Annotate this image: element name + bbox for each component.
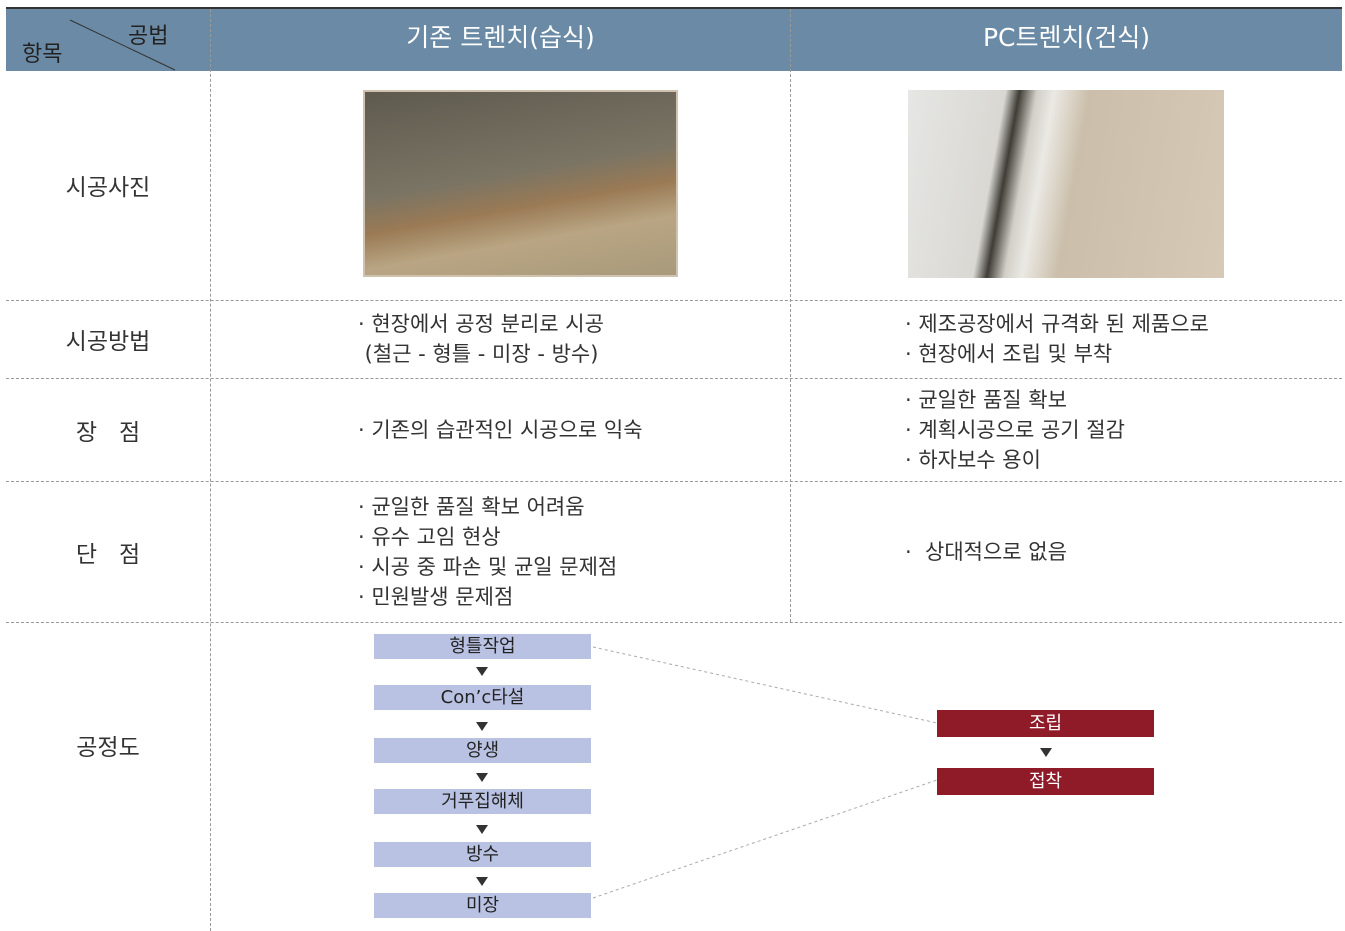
- cell-line: · 상대적으로 없음: [905, 539, 1067, 564]
- process-step: 조립: [937, 710, 1154, 737]
- cell-line: · 유수 고임 현상: [358, 524, 501, 549]
- cell-line: · 균일한 품질 확보: [905, 387, 1067, 412]
- divider: [6, 300, 1342, 301]
- corner-bottom: 항목: [22, 42, 63, 67]
- column-header: 기존 트렌치(습식): [406, 23, 595, 52]
- cell-line: (철근 - 형틀 - 미장 - 방수): [358, 342, 599, 366]
- divider: [6, 378, 1342, 379]
- row-label: 시공방법: [65, 329, 151, 355]
- cell: · 균일한 품질 확보 · 계획시공으로 공기 절감 · 하자보수 용이: [905, 378, 1342, 481]
- divider: [210, 9, 211, 931]
- divider: [6, 481, 1342, 482]
- row-label: 단 점: [75, 541, 141, 568]
- cell-line: · 균일한 품질 확보 어려움: [358, 494, 585, 519]
- cell-line: · 현장에서 공정 분리로 시공: [358, 312, 604, 336]
- corner-diagonal: [69, 19, 176, 71]
- row-label: 장 점: [75, 419, 141, 446]
- cell-line: · 현장에서 조립 및 부착: [905, 342, 1113, 366]
- corner-top: 공법: [128, 24, 169, 49]
- cell-line: · 민원발생 문제점: [358, 584, 514, 609]
- arrows: [476, 667, 1052, 886]
- cell: · 현장에서 공정 분리로 시공 (철근 - 형틀 - 미장 - 방수): [358, 300, 788, 378]
- photo-dry: [908, 90, 1224, 278]
- process-step: 형틀작업: [374, 634, 591, 659]
- column-header: PC트렌치(건식): [982, 23, 1151, 52]
- cell: · 균일한 품질 확보 어려움 · 유수 고임 현상 · 시공 중 파손 및 균일 …: [358, 481, 788, 622]
- connector: [592, 779, 938, 899]
- divider: [790, 9, 791, 622]
- process-step: 방수: [374, 842, 591, 867]
- cell-line: · 제조공장에서 규격화 된 제품으로: [905, 312, 1209, 336]
- process-step: 접착: [937, 768, 1154, 795]
- cell: · 기존의 습관적인 시공으로 익숙: [358, 378, 788, 481]
- process-step: 거푸집해체: [374, 789, 591, 814]
- connector: [592, 646, 938, 724]
- process-step: 양생: [374, 738, 591, 763]
- cell-line: · 하자보수 용이: [905, 447, 1041, 472]
- divider: [6, 622, 1342, 623]
- cell: · 제조공장에서 규격화 된 제품으로 · 현장에서 조립 및 부착: [905, 300, 1342, 378]
- cell-line: · 시공 중 파손 및 균일 문제점: [358, 554, 618, 579]
- photo-wet: [363, 90, 678, 277]
- header-bar: [6, 7, 1342, 71]
- cell-line: · 계획시공으로 공기 절감: [905, 417, 1125, 442]
- process-step: 미장: [374, 893, 591, 918]
- process-step: Con’c타설: [374, 685, 591, 710]
- row-label: 공정도: [76, 735, 140, 761]
- cell: · 상대적으로 없음: [905, 481, 1342, 622]
- row-label: 시공사진: [65, 175, 151, 201]
- cell-line: · 기존의 습관적인 시공으로 익숙: [358, 417, 643, 442]
